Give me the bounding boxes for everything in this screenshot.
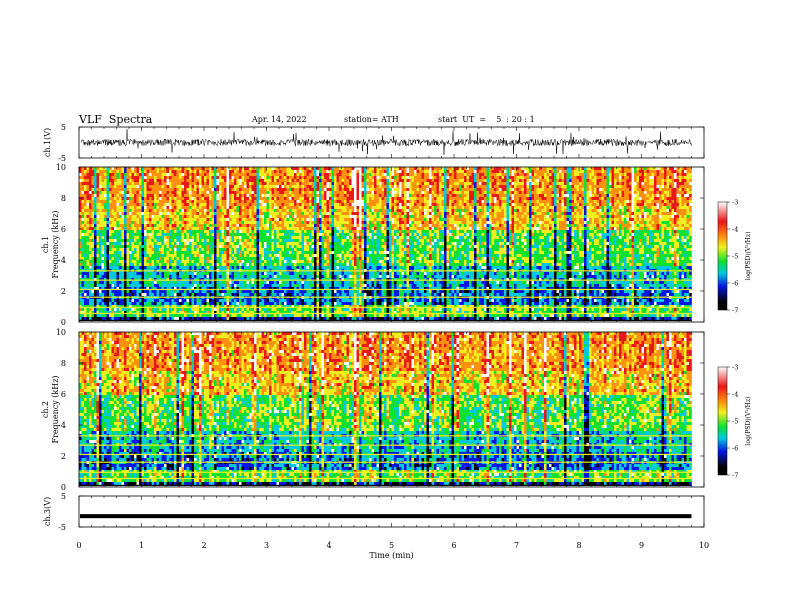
narrowband-line	[79, 270, 692, 272]
narrowband-line	[79, 461, 692, 463]
y-tick-label: 10	[56, 328, 66, 337]
x-tick-label: 1	[139, 541, 144, 550]
y-tick-label: -5	[58, 523, 66, 532]
ch3-signal-trace	[80, 514, 692, 519]
y-tick-label: 8	[61, 359, 66, 368]
y-tick-label: 10	[56, 163, 66, 172]
narrowband-line	[79, 306, 692, 308]
x-tick-label: 7	[514, 541, 519, 550]
colorbar-tick-label: -5	[732, 253, 738, 261]
colorbar-tick-label: -3	[732, 364, 738, 372]
y-tick-label: 0	[61, 483, 66, 492]
narrowband-line	[79, 279, 692, 281]
narrowband-line	[79, 484, 692, 487]
x-tick-label: 2	[201, 541, 206, 550]
x-tick-label: 3	[264, 541, 269, 550]
y-tick-label: 5	[61, 123, 66, 132]
panel-frame	[78, 126, 705, 159]
y-tick-label: 5	[61, 492, 66, 501]
x-tick-label: 8	[576, 541, 581, 550]
colorbar-tick-label: -3	[732, 199, 738, 207]
narrowband-line	[79, 477, 692, 480]
x-tick-label: 6	[451, 541, 456, 550]
ch1-colorbar: -3 -4 -5 -6 -7 log(PSD)(V²/Hz)	[717, 199, 752, 315]
y-tick-label: 6	[61, 390, 66, 399]
x-tick-label: 0	[76, 541, 81, 550]
y-axis-title: ch.3(V)	[43, 497, 52, 526]
panel-frame	[78, 495, 705, 528]
colorbar-scale	[717, 366, 728, 476]
start-time-label: start UT = 5 : 20 : 1	[438, 115, 535, 124]
narrowband-line	[79, 312, 692, 315]
y-tick-label: -5	[58, 154, 66, 163]
y-axis-title: ch.1(V)	[43, 128, 52, 157]
colorbar-tick-label: -6	[732, 280, 738, 288]
ch1-signal-trace	[80, 129, 692, 155]
narrowband-line	[79, 444, 692, 446]
narrowband-line	[79, 435, 692, 437]
ch1-spectrogram-panel: 0 2 4 6 8 10 ch.1 Frequency (kHz)	[41, 163, 705, 327]
narrowband-line	[79, 288, 692, 291]
y-tick-label: 2	[61, 287, 66, 296]
station-label: station= ATH	[344, 115, 399, 124]
colorbar-tick-label: -7	[732, 472, 738, 480]
colorbar-label: log(PSD)(V²/Hz)	[745, 397, 752, 446]
colorbar-tick-label: -7	[732, 307, 738, 315]
y-axis-title: ch.2	[41, 401, 50, 418]
ch2-colorbar: -3 -4 -5 -6 -7 log(PSD)(V²/Hz)	[717, 364, 752, 480]
x-tick-label: 5	[389, 541, 394, 550]
date-label: Apr. 14, 2022	[252, 115, 307, 124]
y-axis-title: ch.1	[41, 236, 50, 253]
colorbar-tick-label: -4	[732, 226, 738, 234]
narrowband-line	[79, 471, 692, 473]
y-tick-label: 4	[61, 421, 66, 430]
colorbar-tick-label: -4	[732, 391, 738, 399]
chart-title: VLF Spectra	[79, 113, 153, 126]
ch2-spectrogram-panel: 0 2 4 6 8 10 ch.2 Frequency (kHz)	[41, 328, 705, 492]
colorbar-scale	[717, 201, 728, 311]
y-tick-label: 8	[61, 194, 66, 203]
x-tick-label: 9	[639, 541, 644, 550]
x-tick-label: 4	[326, 541, 331, 550]
narrowband-line	[79, 453, 692, 456]
x-tick-label: 10	[699, 541, 709, 550]
y-tick-label: 2	[61, 452, 66, 461]
y-axis-title: Frequency (kHz)	[51, 375, 60, 443]
y-axis-title: Frequency (kHz)	[51, 210, 60, 278]
y-tick-label: 6	[61, 225, 66, 234]
y-tick-label: 0	[61, 318, 66, 327]
narrowband-line	[79, 319, 692, 322]
colorbar-tick-label: -5	[732, 418, 738, 426]
y-tick-label: 4	[61, 256, 66, 265]
ch3-waveform-panel: 5 -5 ch.3(V) 0 1 2 3 4 5 6 7 8 9 10 Time (min)	[43, 492, 709, 560]
colorbar-tick-label: -6	[732, 445, 738, 453]
x-axis-title: Time (min)	[369, 551, 413, 560]
ch1-waveform-panel: 5 -5 ch.1(V)	[43, 123, 705, 163]
colorbar-label: log(PSD)(V²/Hz)	[745, 232, 752, 281]
narrowband-line	[79, 296, 692, 298]
